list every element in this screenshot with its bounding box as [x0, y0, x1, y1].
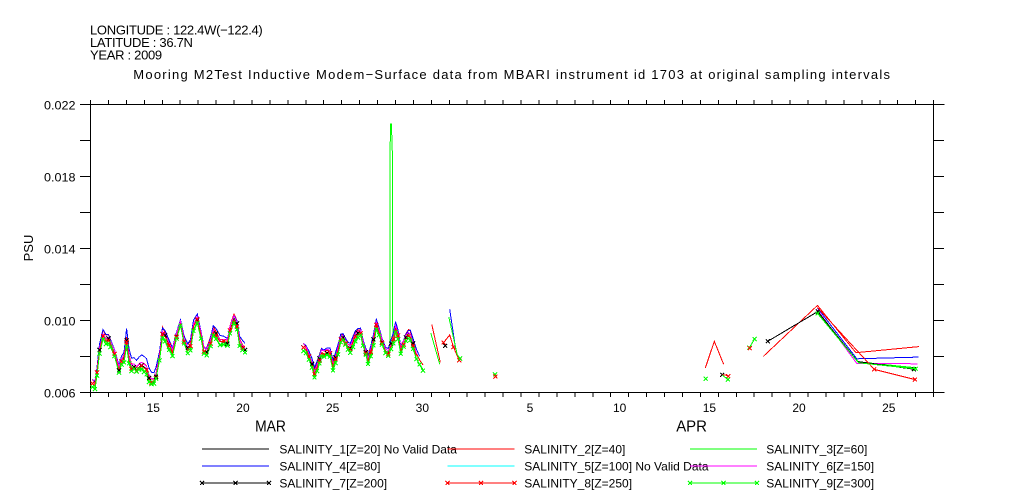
- svg-text:SALINITY_1[Z=20] No Valid Data: SALINITY_1[Z=20] No Valid Data: [279, 443, 457, 457]
- svg-text:20: 20: [792, 401, 806, 415]
- svg-text:5: 5: [527, 401, 534, 415]
- svg-text:SALINITY_9[Z=300]: SALINITY_9[Z=300]: [766, 477, 874, 491]
- svg-text:25: 25: [882, 401, 896, 415]
- svg-text:15: 15: [147, 401, 161, 415]
- svg-text:25: 25: [326, 401, 340, 415]
- svg-text:0.010: 0.010: [44, 315, 76, 329]
- svg-text:SALINITY_5[Z=100] No Valid Dat: SALINITY_5[Z=100] No Valid Data: [524, 460, 709, 474]
- svg-text:SALINITY_6[Z=150]: SALINITY_6[Z=150]: [766, 460, 874, 474]
- svg-text:SALINITY_8[Z=250]: SALINITY_8[Z=250]: [524, 477, 632, 491]
- svg-text:SALINITY_7[Z=200]: SALINITY_7[Z=200]: [279, 477, 387, 491]
- svg-text:APR: APR: [676, 418, 707, 435]
- svg-text:20: 20: [236, 401, 250, 415]
- svg-text:LATITUDE : 36.7N: LATITUDE : 36.7N: [90, 35, 193, 50]
- svg-text:MAR: MAR: [255, 418, 286, 435]
- svg-text:0.014: 0.014: [44, 243, 76, 257]
- svg-text:SALINITY_2[Z=40]: SALINITY_2[Z=40]: [524, 443, 625, 457]
- svg-text:15: 15: [703, 401, 717, 415]
- svg-text:PSU: PSU: [21, 235, 36, 262]
- svg-text:0.006: 0.006: [44, 387, 76, 401]
- svg-text:YEAR : 2009: YEAR : 2009: [90, 48, 162, 63]
- svg-text:LONGITUDE : 122.4W(−122.4): LONGITUDE : 122.4W(−122.4): [90, 23, 262, 38]
- svg-text:30: 30: [416, 401, 430, 415]
- svg-text:0.018: 0.018: [44, 171, 76, 185]
- svg-text:0.022: 0.022: [44, 99, 76, 113]
- svg-text:SALINITY_3[Z=60]: SALINITY_3[Z=60]: [766, 443, 867, 457]
- svg-text:Mooring M2Test Inductive Modem: Mooring M2Test Inductive Modem−Surface d…: [133, 67, 891, 82]
- svg-text:SALINITY_4[Z=80]: SALINITY_4[Z=80]: [279, 460, 380, 474]
- svg-text:10: 10: [613, 401, 627, 415]
